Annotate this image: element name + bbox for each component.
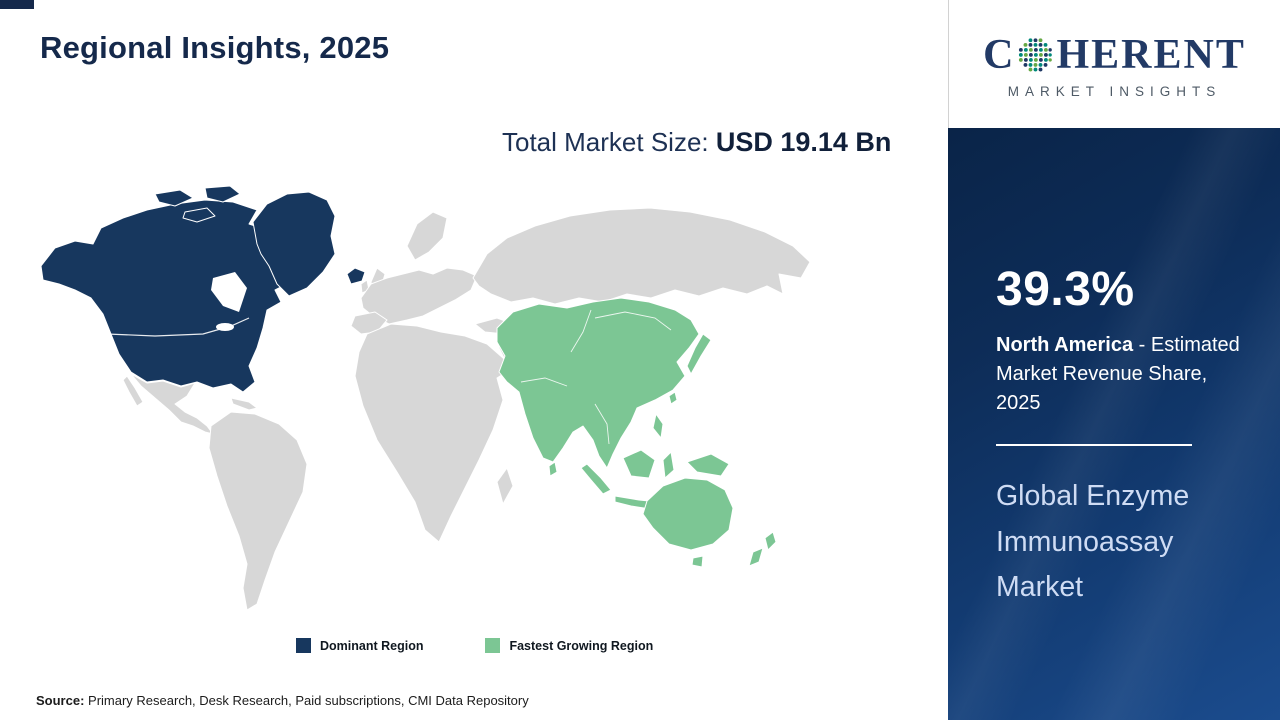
continent-south-america — [208, 411, 308, 611]
country-philippines — [652, 413, 664, 439]
fastest-region-swatch — [485, 638, 501, 653]
source-text: Primary Research, Desk Research, Paid su… — [84, 693, 529, 708]
legend-item-fastest: Fastest Growing Region — [485, 638, 653, 653]
market-size: Total Market Size: USD 19.14 Bn — [502, 122, 914, 163]
share-description: North America - Estimated Market Revenue… — [996, 331, 1248, 418]
island-tasmania — [691, 555, 704, 568]
country-japan — [686, 333, 712, 375]
country-australia — [642, 477, 734, 551]
island-borneo — [622, 449, 656, 479]
share-value: 39.3% — [996, 263, 1135, 316]
island-new-guinea — [686, 453, 730, 477]
country-new-zealand-north — [764, 531, 777, 551]
world-map — [40, 186, 811, 611]
divider-line — [996, 444, 1192, 446]
source-label: Source: — [36, 693, 85, 708]
hudson-bay — [211, 272, 247, 312]
region-north-america — [40, 186, 366, 393]
continent-africa — [354, 323, 514, 543]
region-scandinavia — [406, 211, 448, 261]
country-madagascar — [496, 467, 514, 505]
brand-logo: C HERENT — [983, 34, 1246, 76]
globe-icon — [1019, 38, 1053, 72]
region-asia-pacific — [496, 297, 777, 568]
top-accent-bar — [0, 0, 34, 9]
country-sri-lanka — [548, 461, 558, 477]
country-cuba — [230, 397, 258, 411]
fastest-region-label: Fastest Growing Region — [509, 638, 654, 653]
brand-name-end: HERENT — [1056, 31, 1246, 78]
logo-panel: C HERENT MARKET INSIGHTS — [948, 0, 1280, 128]
share-region: North America — [996, 334, 1134, 356]
source-note: Source: Primary Research, Desk Research,… — [36, 693, 529, 708]
market-title: Global Enzyme Immunoassay Market — [996, 480, 1190, 604]
arctic-island-3 — [182, 207, 216, 223]
landmass-greenland — [252, 191, 336, 297]
region-russia — [472, 207, 811, 305]
dominant-region-label: Dominant Region — [320, 638, 424, 653]
country-mexico-central-america — [130, 373, 214, 435]
sidebar: 39.3% North America - Estimated Market R… — [948, 128, 1280, 720]
country-baja — [122, 375, 144, 407]
brand-name-start: C — [983, 31, 1016, 78]
share-desc-text: - Estimated Market Revenue Share, 2025 — [996, 334, 1240, 414]
arctic-island-1 — [154, 189, 194, 207]
great-lakes — [216, 323, 234, 331]
island-sulawesi — [662, 451, 675, 479]
country-new-zealand-south — [748, 547, 764, 567]
asia-internal-borders — [520, 309, 672, 445]
market-size-label: Total Market Size: — [502, 127, 716, 157]
island-sumatra — [580, 463, 612, 495]
country-iceland — [346, 267, 366, 285]
dominant-region-swatch — [296, 638, 311, 653]
country-taiwan — [668, 391, 678, 405]
landmass-asia-mainland — [496, 297, 700, 469]
page-title: Regional Insights, 2025 — [40, 30, 390, 65]
landmass-north-america — [40, 199, 298, 393]
arctic-island-2 — [204, 186, 241, 203]
region-europe-mainland — [360, 267, 478, 325]
brand-tagline: MARKET INSIGHTS — [1007, 83, 1222, 99]
market-size-value: USD 19.14 Bn — [715, 127, 892, 157]
legend-item-dominant: Dominant Region — [296, 638, 423, 653]
us-canada-border — [106, 317, 250, 337]
map-legend: Dominant Region Fastest Growing Region — [296, 638, 653, 653]
